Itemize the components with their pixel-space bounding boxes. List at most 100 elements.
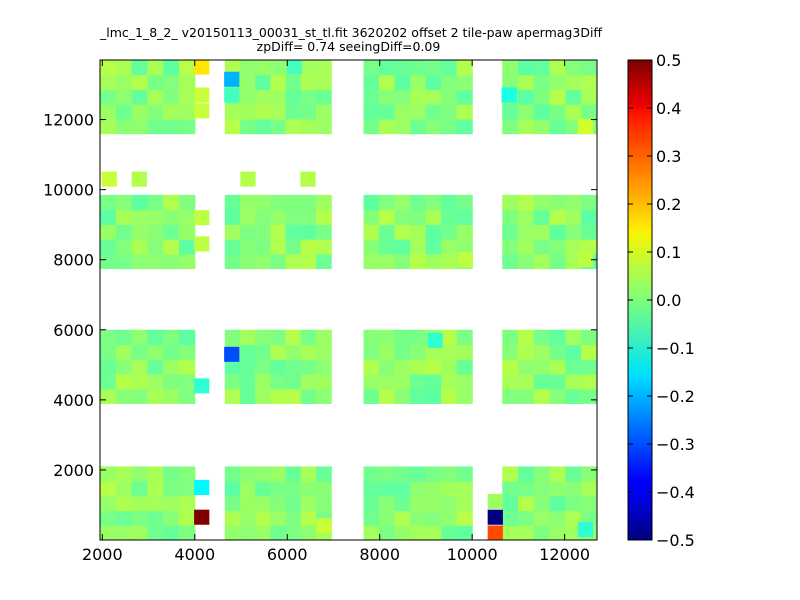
heatmap-cell — [581, 329, 597, 346]
heatmap-cell — [315, 104, 332, 120]
heatmap-cell — [502, 495, 519, 512]
heatmap-cell — [240, 118, 256, 135]
heatmap-cell — [315, 495, 332, 512]
heatmap-cell — [581, 466, 597, 482]
heatmap-cell — [100, 466, 117, 482]
heatmap-cell — [518, 253, 535, 270]
colorbar-tick-label: −0.5 — [656, 531, 695, 550]
heatmap-cell — [147, 224, 164, 240]
heatmap-cell — [363, 344, 380, 360]
heatmap-cell — [410, 495, 427, 512]
heatmap-cell — [131, 239, 148, 255]
heatmap-cell — [178, 481, 196, 497]
heatmap-cell — [163, 344, 180, 360]
heatmap-cell — [502, 118, 519, 135]
heatmap-cell — [425, 525, 442, 540]
heatmap-cell — [441, 388, 458, 404]
heatmap-cell — [100, 344, 117, 360]
heatmap-cell — [300, 253, 317, 270]
heatmap-cell — [425, 60, 442, 76]
heatmap-cell — [270, 344, 287, 360]
heatmap-cell — [456, 89, 473, 105]
heatmap-cell-outlier — [316, 518, 332, 534]
heatmap-cell — [565, 209, 582, 225]
heatmap-cell — [565, 224, 582, 240]
heatmap-cell — [300, 89, 317, 105]
heatmap-cell — [363, 359, 380, 375]
heatmap-cell — [240, 239, 256, 255]
heatmap-cell — [270, 359, 287, 375]
heatmap-cell — [100, 239, 117, 255]
heatmap-cell — [441, 359, 458, 375]
heatmap-cell — [456, 481, 473, 497]
heatmap-cell — [255, 525, 271, 540]
heatmap-cell — [379, 495, 396, 512]
heatmap-cell — [315, 481, 332, 497]
heatmap-cell — [100, 89, 117, 105]
heatmap-cell — [518, 510, 535, 526]
heatmap-cell — [240, 373, 256, 390]
heatmap-cell — [425, 253, 442, 270]
heatmap-cell — [147, 495, 164, 512]
heatmap-cell — [315, 224, 332, 240]
heatmap-cell — [549, 466, 567, 482]
heatmap-cell — [131, 60, 148, 76]
heatmap-cell — [518, 525, 535, 540]
heatmap-cell — [518, 239, 535, 255]
heatmap-cell — [363, 495, 380, 512]
heatmap-cell — [363, 89, 380, 105]
heatmap-cell — [363, 209, 380, 225]
heatmap-cell-outlier — [194, 60, 210, 75]
x-tick-label: 12000 — [539, 545, 590, 564]
heatmap-cell — [363, 118, 380, 135]
colorbar-tick-label: 0.0 — [656, 291, 681, 310]
heatmap-cell — [131, 359, 148, 375]
colorbar-tick-label: −0.1 — [656, 339, 695, 358]
heatmap-cell — [363, 194, 380, 211]
heatmap-cell — [178, 466, 196, 482]
heatmap-cell-outlier — [101, 171, 117, 187]
heatmap-cell — [270, 209, 287, 225]
heatmap-cell — [270, 253, 287, 270]
heatmap-cell — [131, 481, 148, 497]
heatmap-cell — [549, 74, 567, 91]
heatmap-cell — [131, 373, 148, 390]
heatmap-cell — [502, 74, 519, 91]
heatmap-cell — [100, 224, 117, 240]
heatmap-cell — [425, 89, 442, 105]
heatmap-cell — [581, 60, 597, 76]
heatmap-cell — [115, 329, 133, 346]
heatmap-cell — [300, 104, 317, 120]
heatmap-cell — [115, 194, 133, 211]
heatmap-cell — [441, 495, 458, 512]
heatmap-cell — [441, 60, 458, 76]
heatmap-cell — [315, 118, 332, 135]
heatmap-cell — [315, 373, 332, 390]
heatmap-cell — [131, 510, 148, 526]
y-tick-label: 2000 — [53, 461, 94, 480]
heatmap-cell — [224, 359, 241, 375]
heatmap-cell — [518, 344, 535, 360]
heatmap-cell — [147, 373, 164, 390]
heatmap-cell — [441, 194, 458, 211]
heatmap-cell — [131, 344, 148, 360]
heatmap-cell — [549, 104, 567, 120]
heatmap-cell-outlier — [194, 378, 210, 394]
heatmap-cell — [363, 74, 380, 91]
heatmap-cell — [502, 104, 519, 120]
heatmap-cell — [300, 239, 317, 255]
heatmap-cell — [255, 89, 271, 105]
heatmap-cell-outlier — [577, 521, 594, 538]
heatmap-cell — [502, 329, 519, 346]
heatmap-cell — [131, 495, 148, 512]
heatmap-cell — [394, 481, 411, 497]
heatmap-cell — [315, 74, 332, 91]
heatmap-cell — [581, 104, 597, 120]
heatmap-cell — [178, 344, 196, 360]
heatmap-cell — [425, 466, 442, 482]
heatmap-cell — [456, 194, 473, 211]
heatmap-cell — [285, 481, 302, 497]
heatmap-cell-outlier — [194, 479, 210, 495]
heatmap-cell — [410, 329, 427, 346]
heatmap-cell — [533, 359, 551, 375]
